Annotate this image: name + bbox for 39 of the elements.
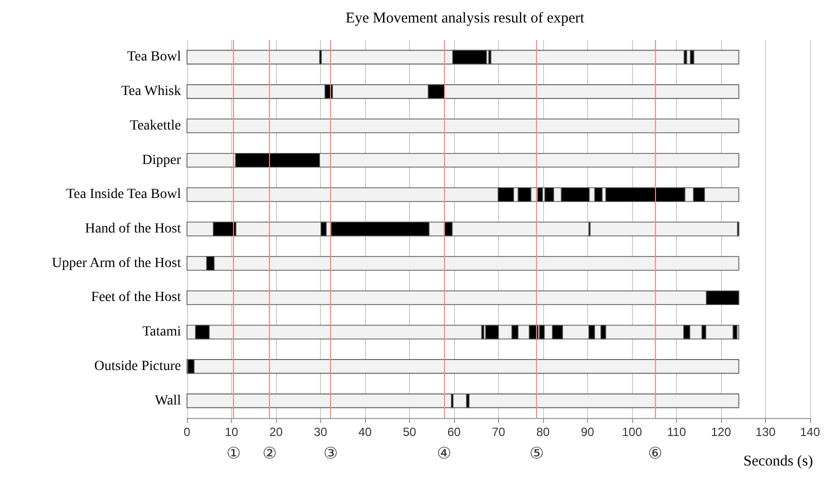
ref-line-label: ⑥ (648, 446, 662, 462)
bar (186, 118, 740, 134)
y-tick-label: Dipper (142, 152, 182, 168)
x-tick-label: 90 (580, 425, 594, 439)
x-tick-label: 120 (710, 425, 732, 439)
x-tick-label: 70 (492, 425, 506, 439)
x-tick-label: 30 (314, 425, 328, 439)
ref-line-label: ① (226, 446, 241, 462)
ref-line-label: ④ (437, 446, 452, 462)
x-tick-label: 40 (358, 425, 372, 439)
y-tick-label: Tea Bowl (127, 50, 182, 65)
x-tick-label: 110 (666, 425, 686, 439)
bar (186, 256, 740, 271)
x-tick-label: 140 (800, 425, 820, 439)
y-tick-label: Wall (154, 393, 182, 408)
bar (186, 394, 740, 408)
x-tick-label: 60 (447, 425, 461, 439)
x-tick-label: 20 (269, 425, 283, 439)
bar (186, 359, 740, 374)
ref-line-label: ③ (323, 446, 338, 462)
x-tick-label: 10 (224, 425, 238, 439)
y-tick-label: Hand of the Host (84, 222, 182, 236)
y-tick-label: Upper Arm of the Host (52, 256, 182, 271)
bar (186, 84, 740, 99)
y-tick-label: Feet of the Host (91, 290, 182, 306)
y-tick-label: Tea Whisk (121, 84, 181, 100)
x-tick-label: 0 (184, 425, 191, 439)
x-tick-label: 130 (755, 425, 776, 439)
y-tick-label: Tea Inside Tea Bowl (66, 187, 182, 202)
chart-title: Eye Movement analysis result of expert (346, 10, 586, 26)
x-tick-label: 100 (622, 425, 642, 439)
x-tick-label: 50 (402, 425, 416, 439)
y-tick-label: Teakettle (130, 118, 181, 134)
x-axis-title: Seconds (s) (743, 454, 814, 470)
y-tick-label: Tatami (142, 324, 182, 340)
x-tick-label: 80 (536, 425, 550, 439)
y-tick-label: Outside Picture (94, 358, 181, 374)
ref-line-label: ② (262, 446, 276, 462)
ref-line-label: ⑤ (529, 446, 544, 462)
